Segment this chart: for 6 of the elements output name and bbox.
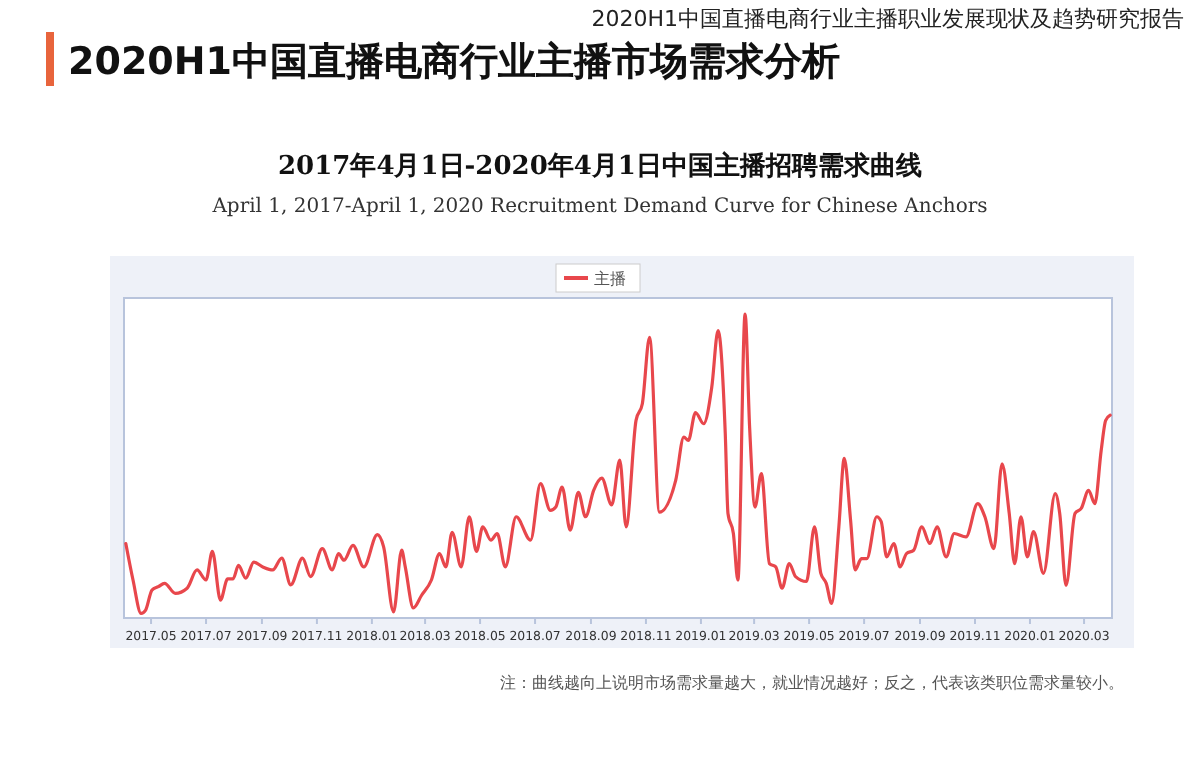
text: 注：曲线越向上说明市场需求量越大，就业情况越好；反之，代表该类职位需求量较小。 [500, 674, 1124, 692]
chart-subtitle: 2017年4月1日-2020年4月1日中国主播招聘需求曲线 [278, 150, 922, 182]
text: 2020H1中国直播电商行业主播职业发展现状及趋势研究报告 [591, 6, 1184, 32]
legend-label: 主播 [594, 270, 626, 288]
chart-title: 2020H1中国直播电商行业主播市场需求分析 [68, 40, 841, 84]
text: April 1, 2017-April 1, 2020 Recruitment Demand Curve for Chinese Anchors [210, 196, 988, 218]
